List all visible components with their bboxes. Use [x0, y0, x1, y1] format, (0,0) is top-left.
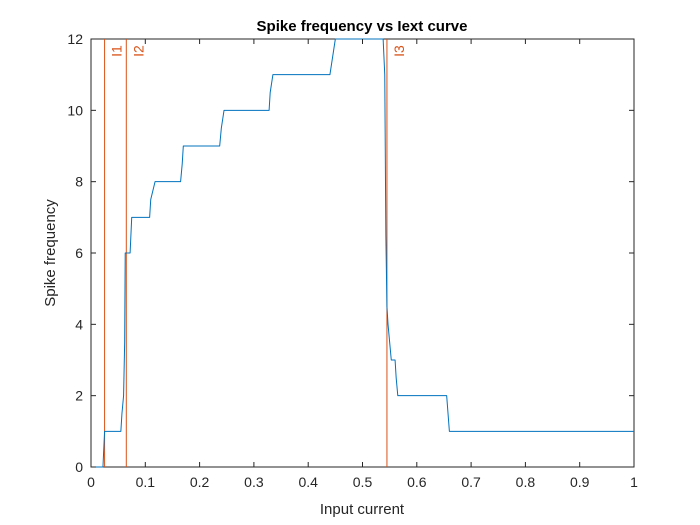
x-tick-label: 0.6: [407, 474, 427, 490]
y-tick-label: 10: [67, 102, 83, 118]
series-layer: [91, 38, 634, 468]
x-tick-label: 0.4: [298, 474, 318, 490]
x-tick-label: 1: [630, 474, 638, 490]
y-axis-title: Spike frequency: [42, 199, 59, 307]
y-tick-label: 4: [75, 316, 83, 332]
x-tick-label: 0.8: [516, 474, 536, 490]
x-tick-label: 0: [87, 474, 95, 490]
chart-title: Spike frequency vs Iext curve: [257, 18, 468, 35]
y-tick-label: 6: [75, 245, 83, 261]
x-tick-label: 0.2: [190, 474, 210, 490]
x-axis-title: Input current: [320, 501, 405, 518]
x-tick-label: 0.1: [136, 474, 156, 490]
x-tick-label: 0.3: [244, 474, 264, 490]
y-tick-label: 0: [75, 459, 83, 475]
plot-area-frame: [90, 38, 635, 468]
marker-label-i3: I3: [391, 45, 407, 57]
series-line-0: [91, 38, 634, 468]
x-tick-label: 0.5: [353, 474, 373, 490]
y-tick-label: 12: [67, 31, 83, 47]
y-tick-label: 8: [75, 174, 83, 190]
x-tick-label: 0.9: [570, 474, 590, 490]
marker-label-i2: I2: [130, 45, 146, 57]
y-tick-label: 2: [75, 388, 83, 404]
marker-label-i1: I1: [109, 45, 125, 57]
axes: [90, 38, 635, 468]
x-tick-label: 0.7: [461, 474, 481, 490]
